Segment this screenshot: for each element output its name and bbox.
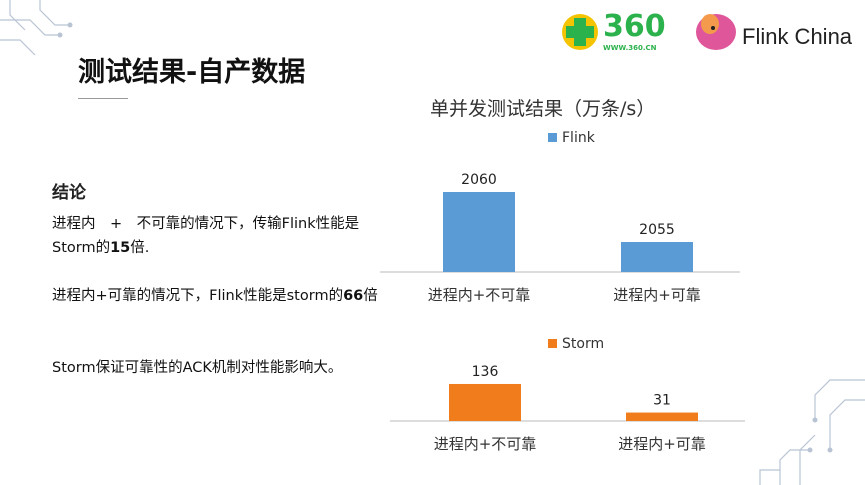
logo-360-url: WWW.360.CN <box>603 44 657 52</box>
data-label: 2060 <box>461 172 497 188</box>
bar <box>621 242 693 272</box>
logo-360: 360 WWW.360.CN <box>560 10 666 53</box>
conclusion-paragraph: 进程内 + 不可靠的情况下，传输Flink性能是Storm的15倍. <box>52 216 360 256</box>
category-label: 进程内+不可靠 <box>428 286 531 304</box>
page-title: 测试结果-自产数据 <box>78 57 306 88</box>
chart-title: 单并发测试结果（万条/s） <box>430 98 656 120</box>
data-label: 136 <box>472 364 499 380</box>
plus-logo-icon <box>562 13 598 50</box>
bar <box>626 412 698 421</box>
legend-storm: Storm <box>548 336 604 352</box>
legend-flink: Flink <box>548 130 595 146</box>
legend-swatch-icon <box>548 133 557 142</box>
conclusion-heading: 结论 <box>52 183 86 203</box>
flink-china-logo: Flink China <box>742 24 853 49</box>
legend-swatch-icon <box>548 339 557 348</box>
bar <box>443 192 515 272</box>
conclusion-paragraph: Storm保证可靠性的ACK机制对性能影响大。 <box>52 360 343 376</box>
flink-squirrel-icon <box>696 14 736 50</box>
category-label: 进程内+可靠 <box>618 435 706 453</box>
bar <box>449 383 521 421</box>
conclusion-paragraph: 进程内+可靠的情况下，Flink性能是storm的66倍 <box>52 288 378 304</box>
title-underline <box>78 98 128 99</box>
data-label: 31 <box>653 393 671 409</box>
data-label: 2055 <box>639 222 675 238</box>
category-label: 进程内+可靠 <box>613 286 701 304</box>
logo-360-text: 360 <box>603 9 666 44</box>
category-label: 进程内+不可靠 <box>434 435 537 453</box>
